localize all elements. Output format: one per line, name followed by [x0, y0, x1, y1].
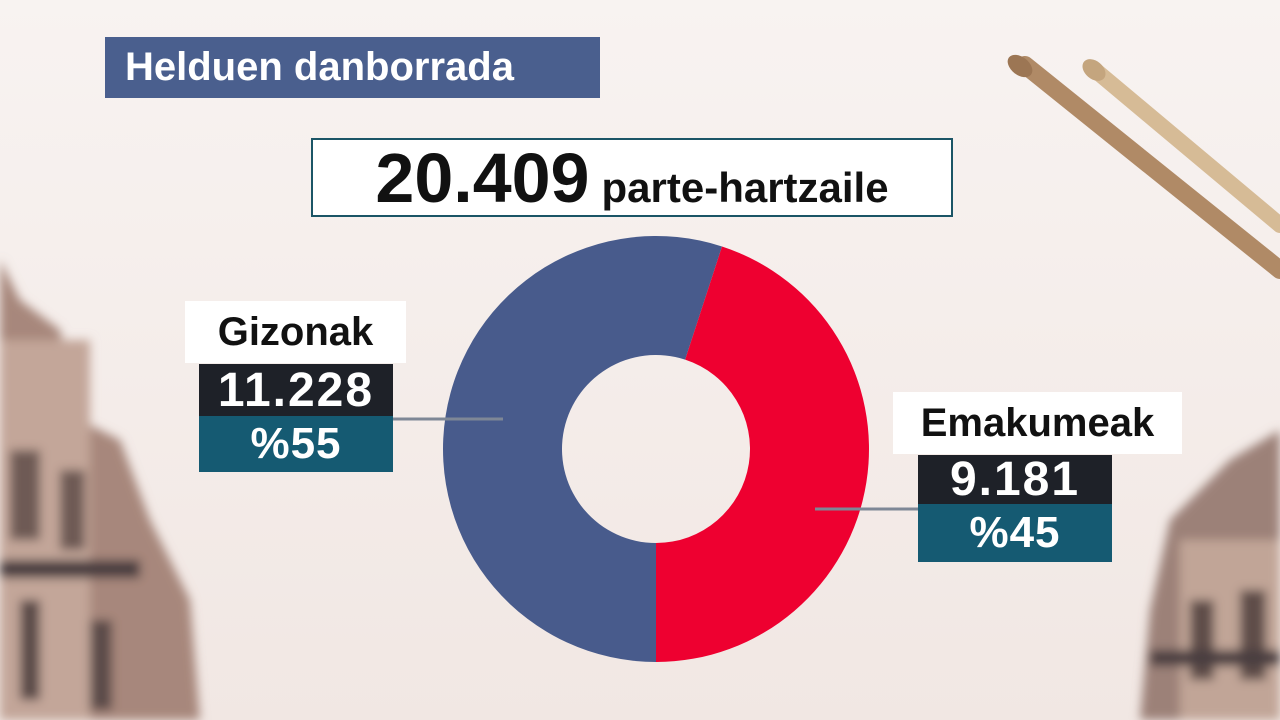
- total-unit: parte-hartzaile: [601, 164, 889, 211]
- slice-emakumeak: [656, 246, 869, 662]
- building-right: [1140, 430, 1280, 720]
- label-gizonak-name: Gizonak: [185, 301, 406, 363]
- label-emakumeak-count: 9.181: [918, 455, 1112, 504]
- total-number: 20.409: [375, 139, 590, 217]
- chart-title: Helduen danborrada: [105, 37, 600, 98]
- label-gizonak-percent: %55: [199, 416, 393, 472]
- building-left: [0, 260, 200, 720]
- label-gizonak-count: 11.228: [199, 364, 393, 417]
- slice-gizonak: [443, 235, 723, 663]
- label-emakumeak-percent: %45: [918, 504, 1112, 562]
- drumsticks-icon: [1007, 54, 1280, 279]
- total-participants-box: 20.409 parte-hartzaile: [311, 138, 953, 217]
- label-emakumeak-name: Emakumeak: [893, 392, 1182, 454]
